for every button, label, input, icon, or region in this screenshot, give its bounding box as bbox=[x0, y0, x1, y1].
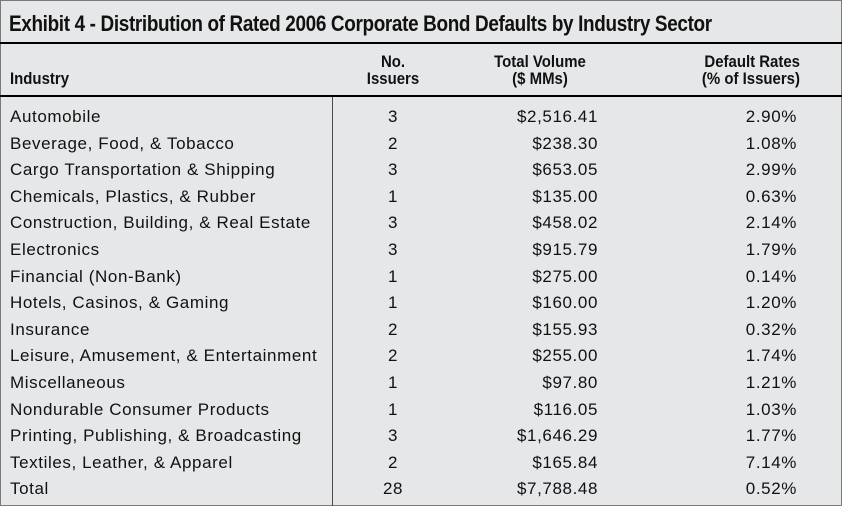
volume-cell: $275.00 bbox=[532, 266, 598, 286]
industry-cell: Textiles, Leather, & Apparel bbox=[10, 452, 233, 472]
default-rate-cell: 1.08% bbox=[745, 133, 797, 153]
volume-cell: $116.05 bbox=[533, 399, 598, 419]
exhibit-title: Exhibit 4 - Distribution of Rated 2006 C… bbox=[9, 11, 712, 36]
issuers-cell: 1 bbox=[387, 293, 399, 313]
table-row: Automobile 3 $2,516.41 2.90% bbox=[0, 104, 842, 131]
issuers-cell: 1 bbox=[387, 266, 399, 286]
header-rate-line1: Default Rates bbox=[704, 52, 800, 71]
default-rate-cell: 0.14% bbox=[745, 266, 797, 286]
header-volume-line1: Total Volume bbox=[494, 52, 586, 71]
volume-cell: $2,516.41 bbox=[516, 107, 598, 126]
default-rate-cell: 0.63% bbox=[745, 186, 797, 206]
volume-cell: $7,788.48 bbox=[516, 479, 598, 499]
volume-cell: $165.84 bbox=[532, 452, 598, 472]
header-issuers-line2: Issuers bbox=[366, 69, 420, 88]
table-row: Textiles, Leather, & Apparel 2 $165.84 7… bbox=[0, 450, 842, 477]
default-rate-cell: 1.03% bbox=[745, 399, 797, 419]
issuers-cell: 3 bbox=[387, 239, 399, 259]
issuers-cell: 2 bbox=[387, 319, 399, 339]
issuers-cell: 3 bbox=[387, 426, 399, 446]
industry-cell: Miscellaneous bbox=[10, 372, 126, 392]
header-default-rate: Default Rates (% of Issuers) bbox=[677, 53, 800, 87]
table-row: Leisure, Amusement, & Entertainment 2 $2… bbox=[0, 343, 842, 370]
table-body: Automobile 3 $2,516.41 2.90% Beverage, F… bbox=[0, 104, 842, 503]
volume-cell: $155.93 bbox=[532, 319, 598, 339]
industry-cell: Financial (Non-Bank) bbox=[10, 266, 182, 286]
industry-cell: Hotels, Casinos, & Gaming bbox=[10, 293, 230, 313]
volume-cell: $915.79 bbox=[532, 239, 598, 259]
industry-cell: Insurance bbox=[10, 319, 91, 339]
table-row: Chemicals, Plastics, & Rubber 1 $135.00 … bbox=[0, 184, 842, 211]
industry-cell: Chemicals, Plastics, & Rubber bbox=[10, 186, 257, 206]
title-divider bbox=[0, 42, 842, 44]
industry-cell: Leisure, Amusement, & Entertainment bbox=[10, 346, 318, 366]
industry-cell: Automobile bbox=[10, 107, 102, 126]
table-row: Cargo Transportation & Shipping 3 $653.0… bbox=[0, 157, 842, 184]
issuers-cell: 3 bbox=[387, 160, 399, 180]
industry-cell: Beverage, Food, & Tobacco bbox=[10, 133, 235, 153]
table-row: Financial (Non-Bank) 1 $275.00 0.14% bbox=[0, 264, 842, 291]
industry-cell: Total bbox=[10, 479, 49, 499]
issuers-cell: 3 bbox=[387, 213, 399, 233]
table-row: Hotels, Casinos, & Gaming 1 $160.00 1.20… bbox=[0, 290, 842, 317]
default-rate-cell: 1.20% bbox=[745, 293, 797, 313]
header-issuers-line1: No. bbox=[380, 52, 406, 71]
industry-cell: Electronics bbox=[10, 239, 100, 259]
table-row: Printing, Publishing, & Broadcasting 3 $… bbox=[0, 423, 842, 450]
total-row: Total 28 $7,788.48 0.52% bbox=[0, 476, 842, 503]
issuers-cell: 1 bbox=[387, 372, 399, 392]
volume-cell: $653.05 bbox=[532, 160, 598, 180]
volume-cell: $135.00 bbox=[532, 186, 598, 206]
default-rate-cell: 2.90% bbox=[745, 107, 797, 126]
header-industry-label: Industry bbox=[10, 69, 70, 88]
default-rate-cell: 7.14% bbox=[745, 452, 797, 472]
default-rate-cell: 1.21% bbox=[745, 372, 797, 392]
volume-cell: $1,646.29 bbox=[516, 426, 598, 446]
header-industry: Industry bbox=[10, 70, 69, 87]
industry-cell: Construction, Building, & Real Estate bbox=[10, 213, 311, 233]
default-rate-cell: 1.79% bbox=[745, 239, 797, 259]
issuers-cell: 2 bbox=[387, 346, 399, 366]
issuers-cell: 1 bbox=[387, 186, 399, 206]
table-row: Miscellaneous 1 $97.80 1.21% bbox=[0, 370, 842, 397]
column-separator bbox=[332, 97, 333, 506]
header-divider bbox=[0, 95, 842, 97]
header-rate-line2: (% of Issuers) bbox=[701, 69, 800, 88]
default-rate-cell: 2.14% bbox=[745, 213, 797, 233]
default-rate-cell: 1.74% bbox=[745, 346, 797, 366]
default-rate-cell: 1.77% bbox=[745, 426, 797, 446]
header-volume: Total Volume ($ MMs) bbox=[478, 53, 601, 87]
table-row: Electronics 3 $915.79 1.79% bbox=[0, 237, 842, 264]
volume-cell: $255.00 bbox=[532, 346, 598, 366]
default-rate-cell: 0.32% bbox=[745, 319, 797, 339]
header-issuers: No. Issuers bbox=[349, 53, 437, 87]
issuers-cell: 2 bbox=[387, 452, 399, 472]
volume-cell: $238.30 bbox=[532, 133, 598, 153]
default-rate-cell: 2.99% bbox=[745, 160, 797, 180]
issuers-cell: 28 bbox=[382, 479, 404, 499]
issuers-cell: 1 bbox=[387, 399, 399, 419]
header-volume-line2: ($ MMs) bbox=[512, 69, 568, 88]
volume-cell: $160.00 bbox=[532, 293, 598, 313]
industry-cell: Printing, Publishing, & Broadcasting bbox=[10, 426, 302, 446]
table-row: Construction, Building, & Real Estate 3 … bbox=[0, 210, 842, 237]
industry-cell: Cargo Transportation & Shipping bbox=[10, 160, 276, 180]
table-row: Beverage, Food, & Tobacco 2 $238.30 1.08… bbox=[0, 131, 842, 158]
issuers-cell: 2 bbox=[387, 133, 399, 153]
industry-cell: Nondurable Consumer Products bbox=[10, 399, 270, 419]
default-rate-cell: 0.52% bbox=[745, 479, 797, 499]
table-row: Insurance 2 $155.93 0.32% bbox=[0, 317, 842, 344]
volume-cell: $97.80 bbox=[542, 372, 598, 392]
issuers-cell: 3 bbox=[387, 107, 399, 126]
volume-cell: $458.02 bbox=[532, 213, 598, 233]
table-row: Nondurable Consumer Products 1 $116.05 1… bbox=[0, 397, 842, 424]
